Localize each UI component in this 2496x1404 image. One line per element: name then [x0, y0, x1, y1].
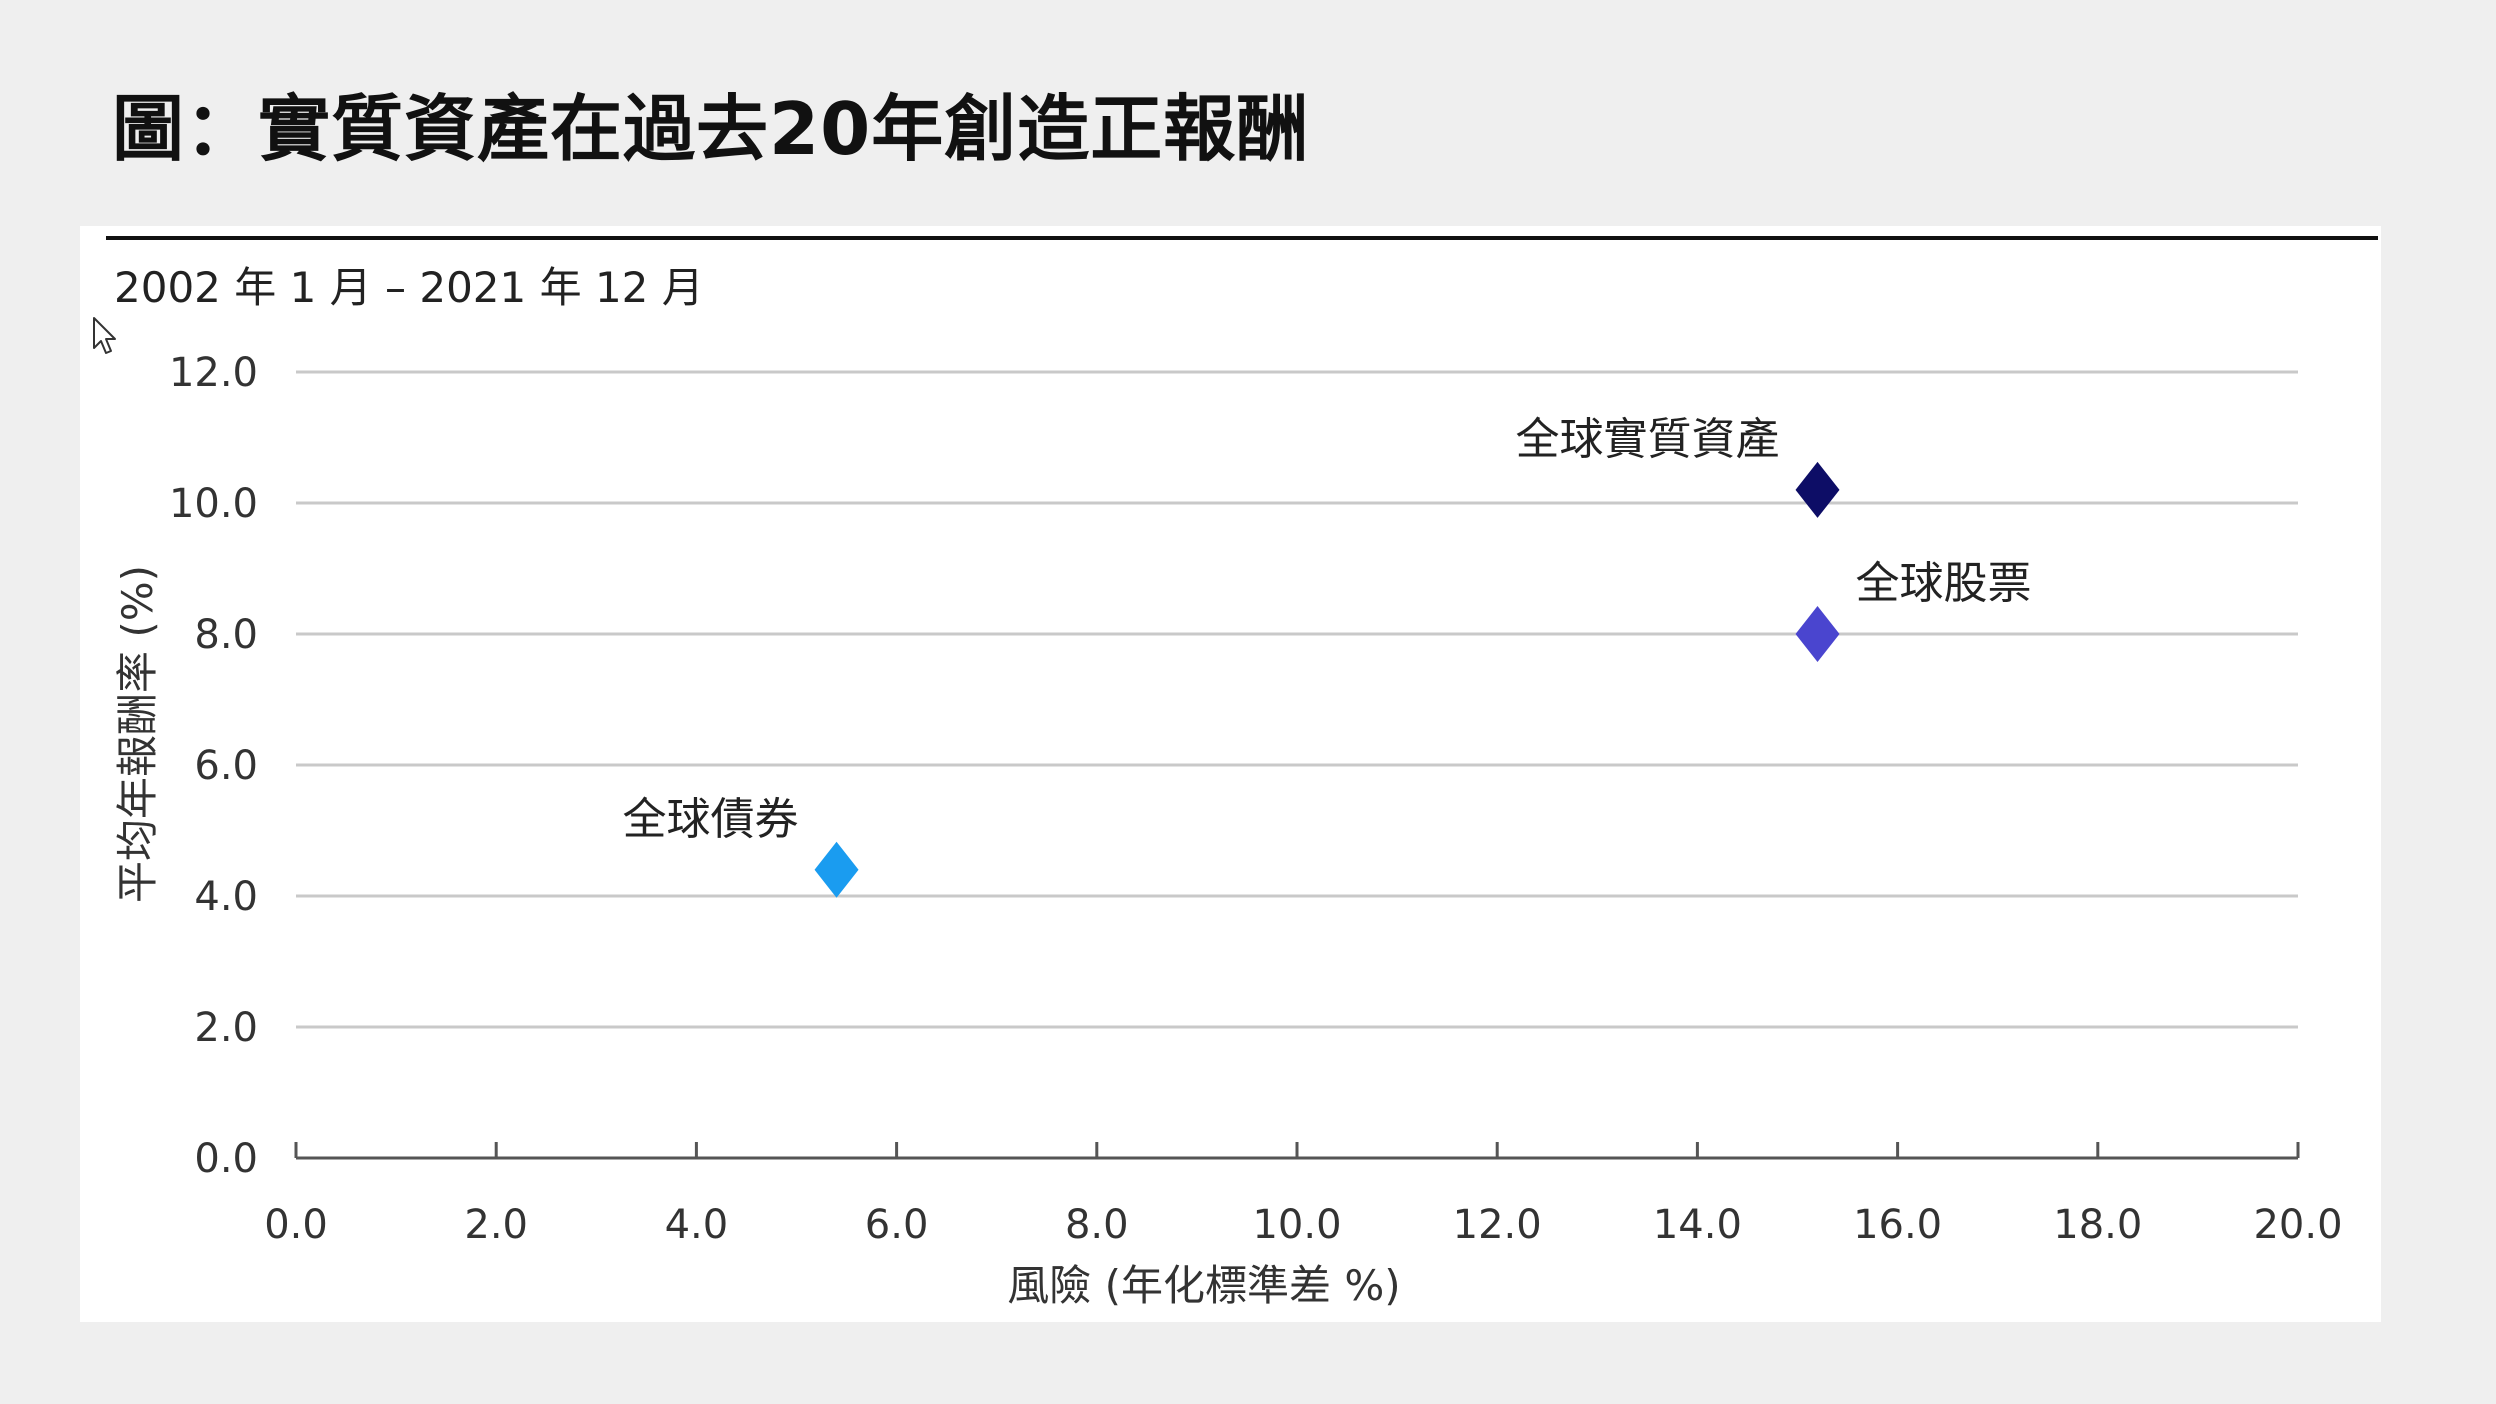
x-tick-label: 6.0: [865, 1202, 929, 1248]
y-tick-label: 4.0: [194, 874, 258, 920]
y-tick-label: 10.0: [169, 481, 258, 527]
mouse-pointer-icon: [92, 316, 118, 360]
y-axis-title: 平均年報酬率 (%): [113, 565, 162, 903]
data-point-marker: [1795, 606, 1840, 662]
y-tick-label: 6.0: [194, 743, 258, 789]
x-tick-label: 4.0: [665, 1202, 729, 1248]
y-tick-label: 12.0: [169, 350, 258, 396]
y-tick-labels: 0.0 2.0 4.0 6.0 8.0 10.0 12.0: [169, 350, 258, 1182]
scatter-chart: 0.0 2.0 4.0 6.0 8.0 10.0 12.0 0.0 2.0 4.0 6.0 8.0 1…: [113, 350, 2343, 1310]
x-tick-label: 0.0: [264, 1202, 328, 1248]
x-tick-labels: 0.0 2.0 4.0 6.0 8.0 10.0 12.0 14.0 16.0 18.0 20.0: [264, 1202, 2342, 1248]
page-title: 圖：實質資產在過去20年創造正報酬: [112, 87, 1310, 171]
point-labels: 全球債券 全球股票 全球實質資產: [623, 414, 2032, 845]
data-point-marker: [1795, 461, 1840, 518]
chart-panel: 2002 年 1 月 – 2021 年 12 月 0.0 2.0 4.0 6.0 8.0…: [80, 226, 2381, 1322]
gridlines: [296, 370, 2298, 1029]
data-point-marker: [814, 841, 859, 898]
x-tick-label: 2.0: [464, 1202, 528, 1248]
x-axis-title: 風險 (年化標準差 %): [1007, 1261, 1400, 1310]
x-tick-label: 14.0: [1653, 1202, 1742, 1248]
x-tick-label: 20.0: [2253, 1202, 2342, 1248]
y-tick-label: 0.0: [194, 1136, 258, 1182]
data-point-label: 全球實質資產: [1516, 414, 1780, 465]
x-axis: [294, 1142, 2300, 1160]
x-tick-label: 16.0: [1853, 1202, 1942, 1248]
data-point-label: 全球債券: [623, 794, 799, 845]
y-tick-label: 2.0: [194, 1005, 258, 1051]
panel-top-rule: [106, 236, 2378, 240]
x-tick-label: 10.0: [1252, 1202, 1341, 1248]
x-tick-label: 12.0: [1453, 1202, 1542, 1248]
date-range-label: 2002 年 1 月 – 2021 年 12 月: [114, 263, 704, 312]
x-tick-label: 18.0: [2053, 1202, 2142, 1248]
y-tick-label: 8.0: [194, 612, 258, 658]
data-points: [814, 461, 1840, 898]
data-point-label: 全球股票: [1856, 558, 2032, 609]
x-tick-label: 8.0: [1065, 1202, 1129, 1248]
